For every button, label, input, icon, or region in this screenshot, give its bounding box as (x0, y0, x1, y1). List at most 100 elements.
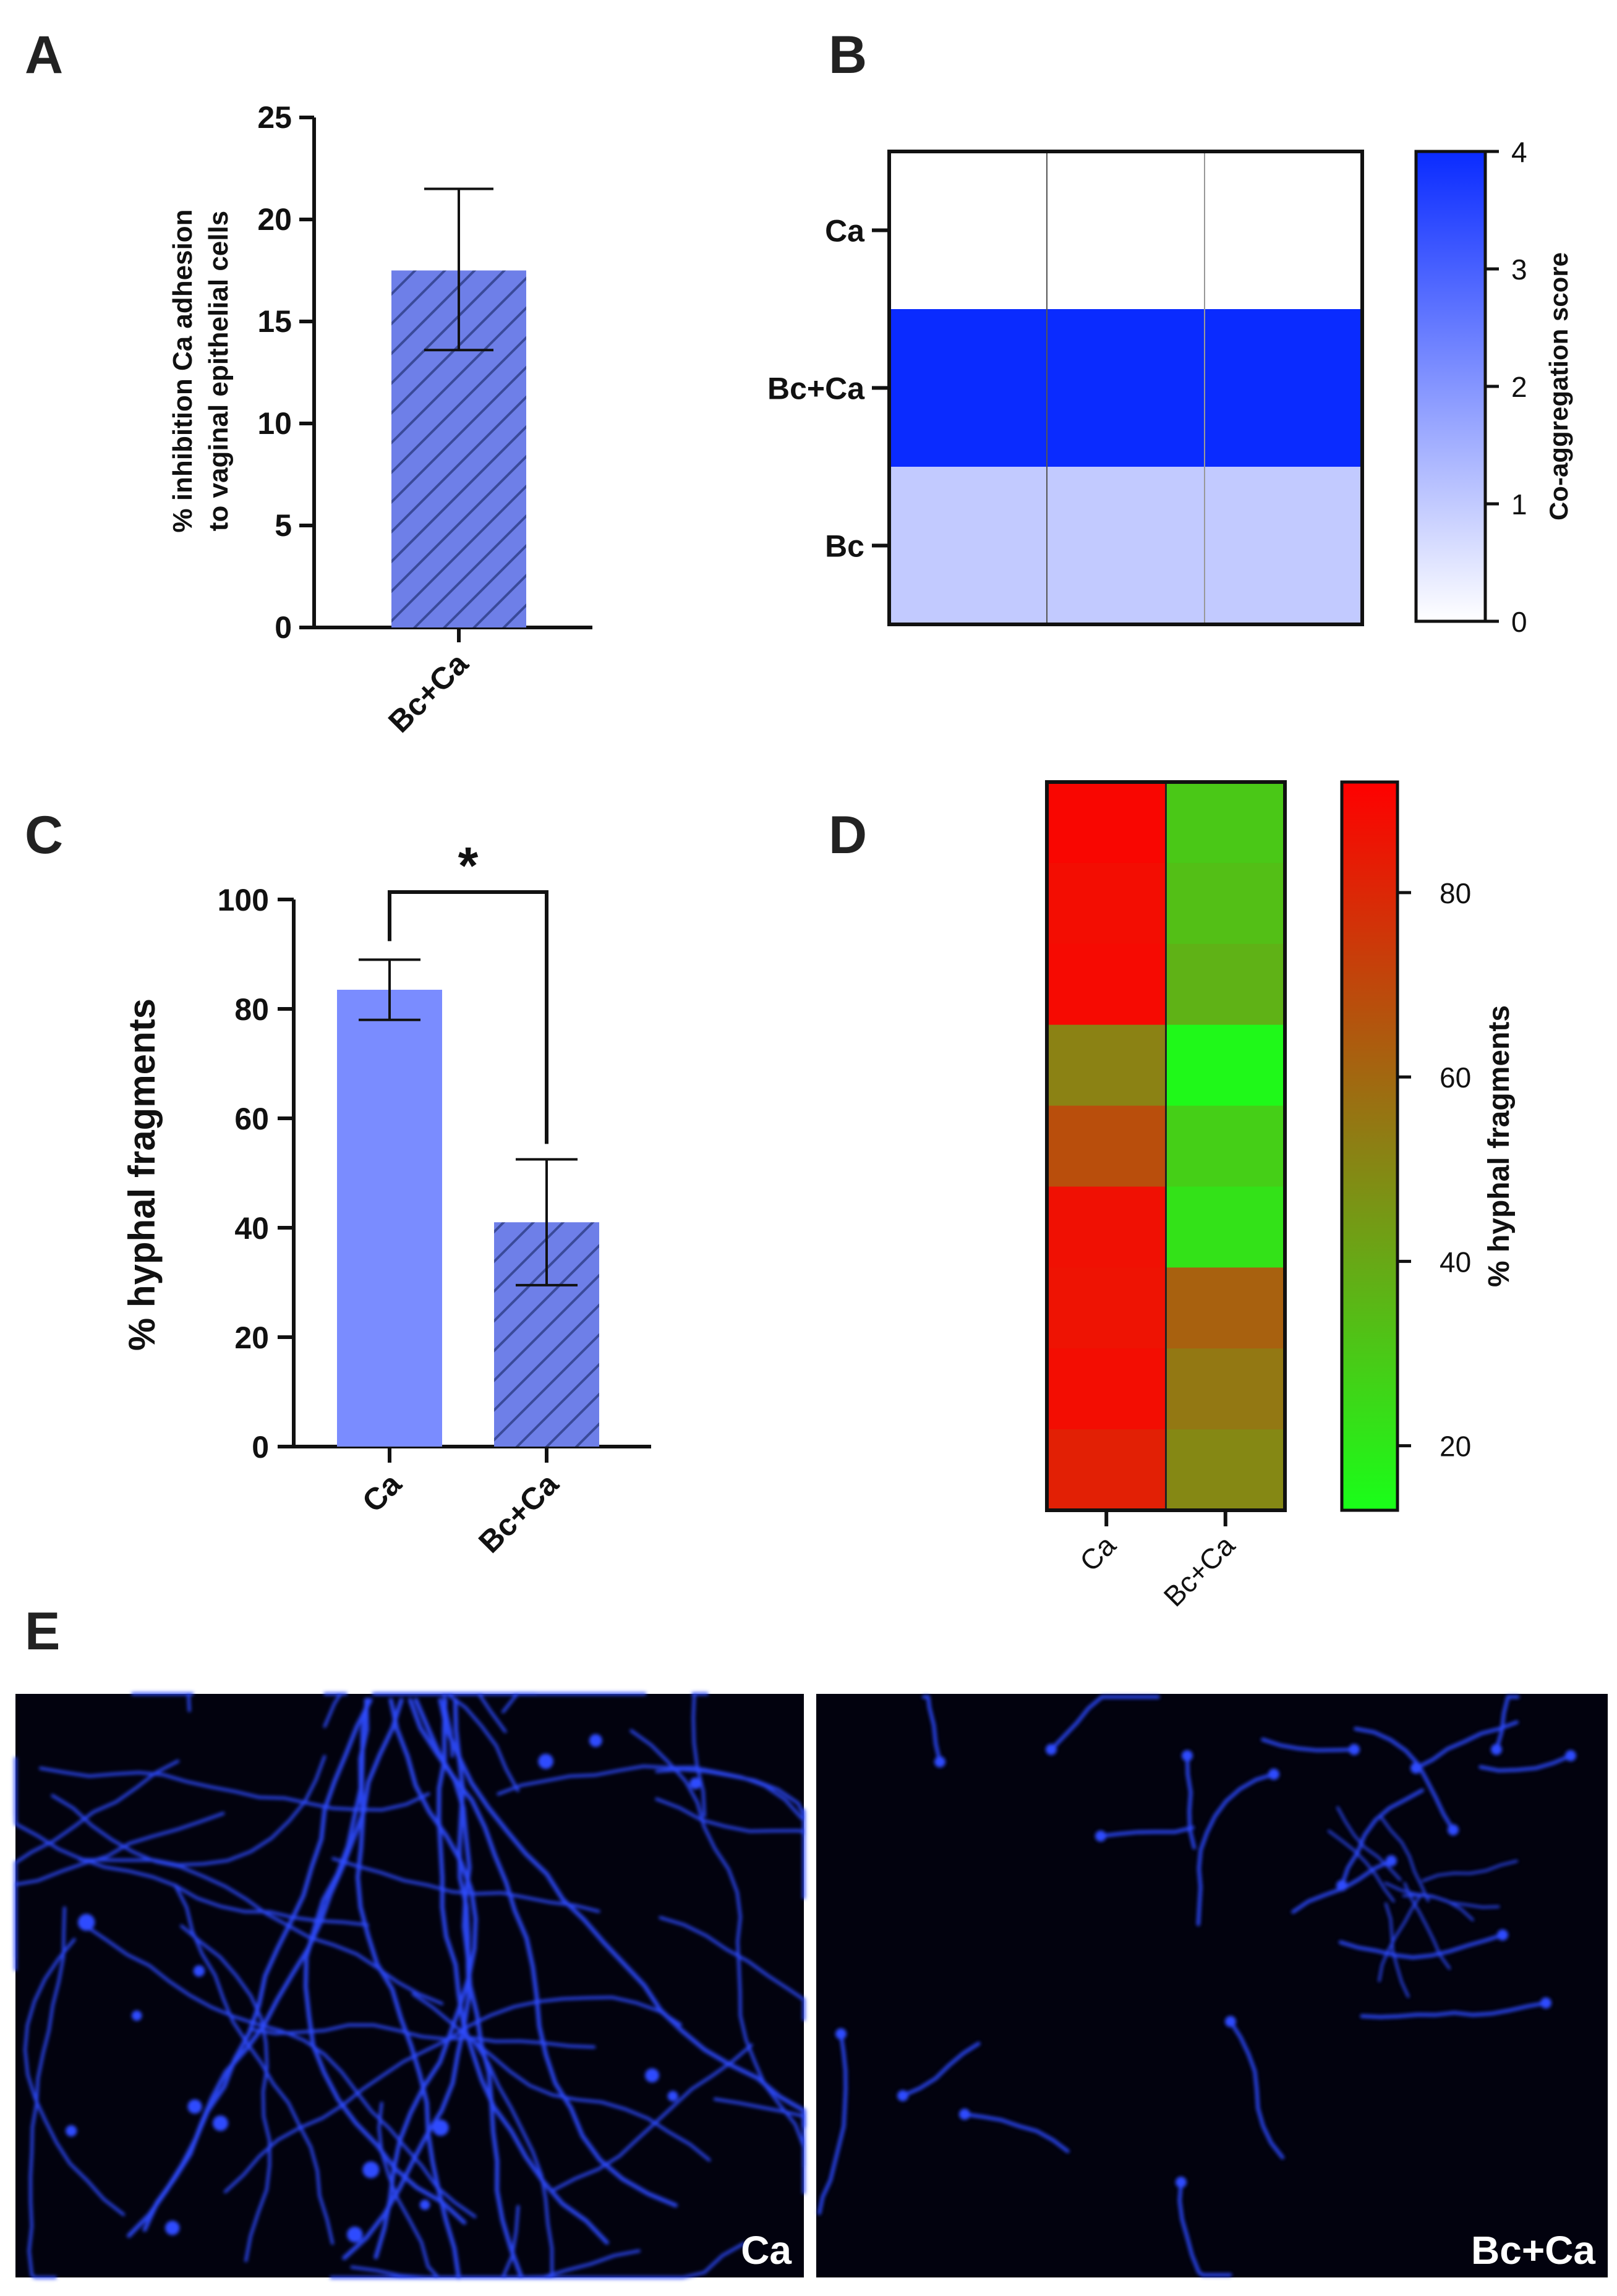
bc-ca-fragment-cluster (1336, 1806, 1402, 1881)
b-row-labels: Ca Bc+Ca Bc (767, 214, 889, 564)
ca-hypha-branch (223, 1996, 682, 2193)
bc-ca-fragment-tip (897, 2090, 908, 2101)
b-colorbar-tick-label: 2 (1511, 371, 1527, 403)
ca-hypha-node (346, 2226, 363, 2243)
b-heatmap-cell (1205, 309, 1363, 467)
micrograph-bc-ca: Bc+Ca (816, 1694, 1608, 2277)
d-heatmap-cell (1166, 782, 1286, 864)
ca-hypha-branch (659, 1916, 806, 2022)
ca-hypha-node (193, 1965, 205, 1977)
b-colorbar-ticks: 0 1 2 3 4 (1485, 136, 1527, 638)
d-heatmap-cell (1047, 1186, 1166, 1268)
d-heatmap-cell (1166, 1186, 1286, 1268)
c-y-tick-label: 20 (234, 1320, 269, 1355)
ca-hypha-branch (249, 2023, 596, 2049)
bc-ca-hyphal-fragment (1196, 1772, 1276, 1926)
bc-ca-hyphal-fragment (1049, 1695, 1160, 1751)
ca-hypha-branch (14, 1756, 369, 1927)
ca-hypha-branch (655, 1797, 806, 1837)
c-y-label: % hyphal fragments (121, 998, 163, 1351)
c-y-ticks: 0 20 40 60 80 100 (218, 883, 294, 1465)
ca-hypha-trunk (407, 1698, 678, 2208)
bc-ca-fragment-tip (1349, 1744, 1360, 1755)
b-heatmap-cell (889, 467, 1047, 625)
bc-ca-fragment-tip (835, 2028, 847, 2039)
panel-letter-b: B (829, 25, 867, 85)
d-column-labels: Ca Bc+Ca (1073, 1510, 1241, 1613)
d-heatmap-cell (1047, 1267, 1166, 1349)
c-y-tick-label: 0 (252, 1430, 269, 1465)
b-colorbar-tick-label: 1 (1511, 488, 1527, 521)
ca-hypha-branch (51, 1794, 444, 2005)
a-y-tick-label: 10 (257, 406, 292, 441)
bc-ca-hyphal-fragment (921, 1695, 942, 1764)
c-significance-line (388, 890, 548, 1144)
ca-hypha-branch (85, 1925, 477, 2219)
bc-ca-hyphal-fragment (1340, 1788, 1424, 1887)
ca-hypha-trunk (142, 1698, 404, 2232)
bc-ca-hyphal-fragment (1261, 1737, 1356, 1753)
ca-hypha-branch (330, 2242, 746, 2279)
d-heatmap-cells (1045, 780, 1287, 1512)
ca-hypha-node (164, 2221, 180, 2235)
ca-hypha-node (131, 2010, 142, 2021)
bc-ca-hyphal-fragment (1229, 2020, 1285, 2159)
bc-ca-fragment-cluster (1380, 1816, 1430, 1902)
panel-d-heatmap: Ca Bc+Ca 20 40 60 80 % hyphal fragments (1045, 780, 1516, 1613)
c-significance-bracket: * (388, 836, 548, 1144)
b-row-label: Ca (825, 214, 865, 249)
b-heatmap-cell (1047, 467, 1205, 625)
ca-hypha-branch (411, 1992, 711, 2162)
bc-ca-hyphal-fragment (1478, 1754, 1572, 1772)
d-heatmap-cell (1166, 1429, 1286, 1511)
b-row-label: Bc (825, 529, 864, 564)
bc-ca-fragment-cluster (1378, 1894, 1422, 1983)
bc-ca-fragment-tip (934, 1756, 945, 1767)
bc-ca-fragment-cluster (1384, 1882, 1474, 1921)
a-y-ticks: 0 5 10 15 20 25 (257, 100, 314, 645)
a-bars: Bc+Ca (382, 187, 526, 739)
d-heatmap-cell (1047, 1105, 1166, 1187)
ca-hypha-node (212, 2115, 229, 2132)
ca-hypha-branch (27, 1906, 66, 2279)
c-significance-star: * (458, 836, 479, 895)
ca-hypha-node (419, 2200, 430, 2210)
bc-ca-fragment-tip (1268, 1769, 1279, 1780)
b-colorbar-label: Co-aggregation score (1544, 252, 1573, 521)
ca-hypha-trunk (356, 1698, 461, 2280)
micrograph-ca: Ca (14, 1692, 806, 2280)
ca-hypha-branch (331, 1857, 600, 1913)
bc-ca-hyphal-fragment (1177, 2180, 1232, 2277)
c-y-tick-label: 100 (218, 883, 269, 917)
a-y-tick-label: 20 (257, 202, 292, 237)
bc-ca-fragment-cluster (1328, 1829, 1395, 1903)
c-x-tick-label: Ca (356, 1466, 409, 1519)
bc-ca-hyphal-fragment (901, 2041, 981, 2098)
ca-hypha-node (77, 1913, 95, 1931)
ca-hypha-node (589, 1733, 602, 1747)
a-y-label-line1: % inhibition Ca adhesion (168, 209, 198, 532)
b-heatmap-cell (1205, 467, 1363, 625)
panel-letter-c: C (25, 806, 63, 865)
bc-ca-hyphal-fragment (1354, 1727, 1455, 1832)
ca-hypha-branch (174, 1884, 335, 2245)
bc-ca-fragment-tip (1175, 2177, 1187, 2188)
d-heatmap-cell (1047, 943, 1166, 1026)
d-heatmap-cell (1047, 1429, 1166, 1511)
b-colorbar (1414, 150, 1487, 623)
ca-hypha-node (66, 2125, 77, 2137)
d-heatmap-cell (1047, 1348, 1166, 1430)
d-colorbar-tick-label: 20 (1440, 1431, 1471, 1463)
a-y-label-line2: to vaginal epithelial cells (203, 211, 234, 531)
bc-ca-hyphal-fragment (1338, 1933, 1504, 1960)
panel-letter-d: D (829, 806, 867, 865)
panel-letter-a: A (25, 25, 63, 85)
bc-ca-fragment-tip (1095, 1830, 1106, 1842)
a-y-tick-label: 0 (275, 610, 292, 645)
ca-hypha-branch (552, 2043, 753, 2192)
ca-hypha-trunk (437, 1698, 609, 2245)
c-y-tick-label: 80 (234, 992, 269, 1027)
bc-ca-fragment-tip (1540, 1997, 1551, 2009)
ca-hypha-branch (131, 1692, 194, 1712)
